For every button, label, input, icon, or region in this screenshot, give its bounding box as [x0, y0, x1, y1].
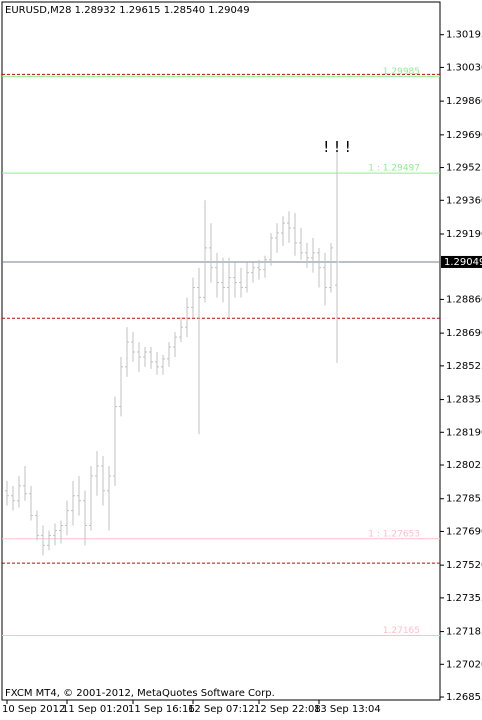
y-tick-label: 1.28355 — [446, 395, 482, 406]
chart-title: EURUSD,M28 1.28932 1.29615 1.28540 1.290… — [5, 5, 250, 16]
y-tick-label: 1.28860 — [446, 294, 482, 305]
annotation: ! ! ! — [323, 138, 351, 156]
plot-frame — [1, 1, 441, 701]
y-tick-label: 1.26855 — [446, 692, 482, 703]
y-tick-label: 1.27855 — [446, 494, 482, 505]
x-tick-label: 11 Sep 16:16 — [128, 704, 195, 715]
y-tick-label: 1.30030 — [446, 62, 482, 73]
y-tick-label: 1.30195 — [446, 30, 482, 41]
level-label: 1.27165 — [383, 626, 420, 636]
y-tick-label: 1.28525 — [446, 361, 482, 372]
y-tick-label: 1.28025 — [446, 460, 482, 471]
y-tick-label: 1.29360 — [446, 195, 482, 206]
y-tick-label: 1.29690 — [446, 130, 482, 141]
current-price-box — [441, 255, 482, 268]
y-tick-label: 1.29190 — [446, 229, 482, 240]
y-tick-label: 1.27690 — [446, 526, 482, 537]
x-tick-label: 13 Sep 13:04 — [314, 704, 381, 715]
current-price-label: 1.29049 — [444, 257, 482, 268]
y-tick-label: 1.28190 — [446, 427, 482, 438]
footer: FXCM MT4, © 2001-2012, MetaQuotes Softwa… — [5, 688, 275, 699]
y-tick-label: 1.27520 — [446, 560, 482, 571]
x-tick-label: 10 Sep 2012 — [2, 704, 65, 715]
y-tick-label: 1.29860 — [446, 96, 482, 107]
y-tick-label: 1.28690 — [446, 328, 482, 339]
y-tick-label: 1.27020 — [446, 659, 482, 670]
y-tick-label: 1.27185 — [446, 627, 482, 638]
y-tick-label: 1.27355 — [446, 593, 482, 604]
level-label: 1 : 1.29497 — [368, 164, 420, 174]
x-tick-label: 11 Sep 01:20 — [62, 704, 129, 715]
x-tick-label: 12 Sep 22:08 — [254, 704, 321, 715]
level-label: 1 : 1.27653 — [368, 529, 420, 539]
level-label: 1.29985 — [383, 67, 420, 77]
y-tick-label: 1.29525 — [446, 163, 482, 174]
x-tick-label: 12 Sep 07:12 — [188, 704, 255, 715]
